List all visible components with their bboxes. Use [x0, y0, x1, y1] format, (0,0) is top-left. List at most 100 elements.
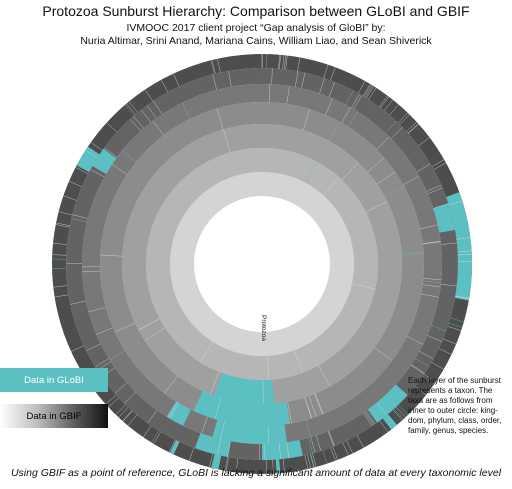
globi-segment: [275, 459, 281, 474]
taxon-divider: [124, 104, 135, 116]
taxon-ring-4: [262, 102, 425, 426]
taxon-divider: [431, 362, 444, 370]
taxon-divider: [304, 397, 312, 419]
taxon-divider: [209, 134, 219, 157]
taxon-divider: [267, 425, 270, 444]
taxon-divider: [143, 425, 152, 438]
taxon-divider: [328, 121, 340, 142]
taxon-divider: [362, 83, 371, 97]
taxon-divider: [223, 129, 231, 153]
taxon-divider: [351, 283, 376, 290]
taxon-ring-4: [99, 102, 263, 426]
taxon-ring-1: [262, 172, 355, 356]
taxon-divider: [301, 72, 306, 89]
taxon-divider: [115, 404, 126, 415]
taxon-divider: [167, 402, 178, 418]
taxon-divider: [146, 105, 157, 119]
taxon-divider: [211, 60, 216, 74]
taxon-divider: [294, 71, 299, 88]
taxon-divider: [235, 458, 239, 473]
taxon-divider: [268, 84, 271, 103]
taxon-divider: [310, 437, 316, 453]
taxon-divider: [422, 241, 441, 245]
taxon-divider: [399, 114, 410, 125]
taxon-divider: [411, 364, 425, 374]
taxon-divider: [426, 184, 442, 192]
taxon-divider: [147, 410, 158, 424]
taxon-divider: [282, 55, 285, 70]
taxon-rings: [51, 54, 473, 475]
taxon-divider: [423, 278, 442, 281]
taxon-divider: [284, 55, 287, 70]
taxon-divider: [144, 89, 154, 102]
taxon-divider: [448, 322, 463, 328]
taxon-divider: [322, 450, 328, 464]
taxon-divider: [133, 116, 144, 129]
taxon-divider: [220, 421, 225, 440]
taxon-ring-2: [262, 148, 378, 380]
taxon-divider: [282, 458, 285, 473]
taxon-divider: [322, 177, 340, 196]
taxon-divider: [356, 435, 365, 448]
taxon-divider: [421, 293, 439, 298]
taxon-divider: [457, 251, 472, 253]
taxon-divider: [278, 54, 280, 69]
taxon-divider: [308, 395, 317, 417]
taxon-divider: [63, 195, 77, 201]
taxon-divider: [433, 162, 447, 170]
taxon-divider: [385, 121, 397, 134]
taxon-divider: [403, 175, 420, 185]
legend-globi-label: Data in GLoBI: [24, 374, 84, 386]
taxon-divider: [168, 439, 176, 453]
taxon-divider: [122, 410, 133, 422]
taxon-divider: [440, 284, 457, 287]
taxon-divider: [395, 406, 406, 418]
taxon-divider: [71, 218, 87, 223]
taxon-divider: [55, 224, 70, 228]
taxon-divider: [415, 358, 430, 367]
taxon-divider: [309, 453, 314, 468]
taxon-divider: [217, 58, 221, 73]
taxon-divider: [72, 214, 88, 219]
taxon-divider: [228, 70, 232, 87]
taxon-divider: [271, 68, 273, 85]
taxon-divider: [438, 348, 452, 355]
taxon-divider: [440, 242, 457, 245]
taxon-divider: [127, 414, 138, 426]
taxon-divider: [53, 242, 67, 245]
taxon-divider: [293, 350, 303, 373]
taxon-divider: [341, 107, 351, 124]
taxon-divider: [206, 436, 212, 453]
taxon-divider: [210, 60, 215, 74]
taxon-divider: [153, 100, 163, 115]
taxon-divider: [319, 78, 325, 94]
taxon-divider: [416, 163, 431, 173]
globi-segment: [214, 373, 275, 404]
taxon-divider: [286, 86, 290, 104]
taxon-divider: [422, 284, 441, 288]
taxon-divider: [105, 394, 117, 405]
taxon-divider: [86, 343, 101, 352]
taxon-divider: [181, 102, 191, 119]
legend-gbif-label: Data in GBIF: [26, 410, 82, 422]
taxon-divider: [443, 338, 457, 345]
globi-segment: [169, 440, 180, 455]
taxon-divider: [54, 294, 69, 298]
taxon-divider: [408, 123, 419, 134]
taxon-divider: [213, 438, 218, 454]
taxon-divider: [90, 169, 105, 178]
taxon-divider: [212, 74, 217, 90]
taxon-divider: [305, 419, 312, 438]
taxon-divider: [169, 402, 180, 419]
globi-highlights: [76, 146, 472, 474]
taxon-divider: [431, 159, 445, 167]
taxon-divider: [305, 161, 318, 184]
caption: Using GBIF as a point of reference, GLoB…: [10, 467, 502, 479]
taxon-divider: [224, 456, 228, 471]
taxon-divider: [450, 317, 464, 323]
taxon-divider: [447, 326, 462, 331]
taxon-divider: [397, 404, 409, 416]
taxon-divider: [346, 440, 354, 454]
taxon-divider: [410, 364, 425, 375]
taxon-divider: [328, 81, 336, 97]
